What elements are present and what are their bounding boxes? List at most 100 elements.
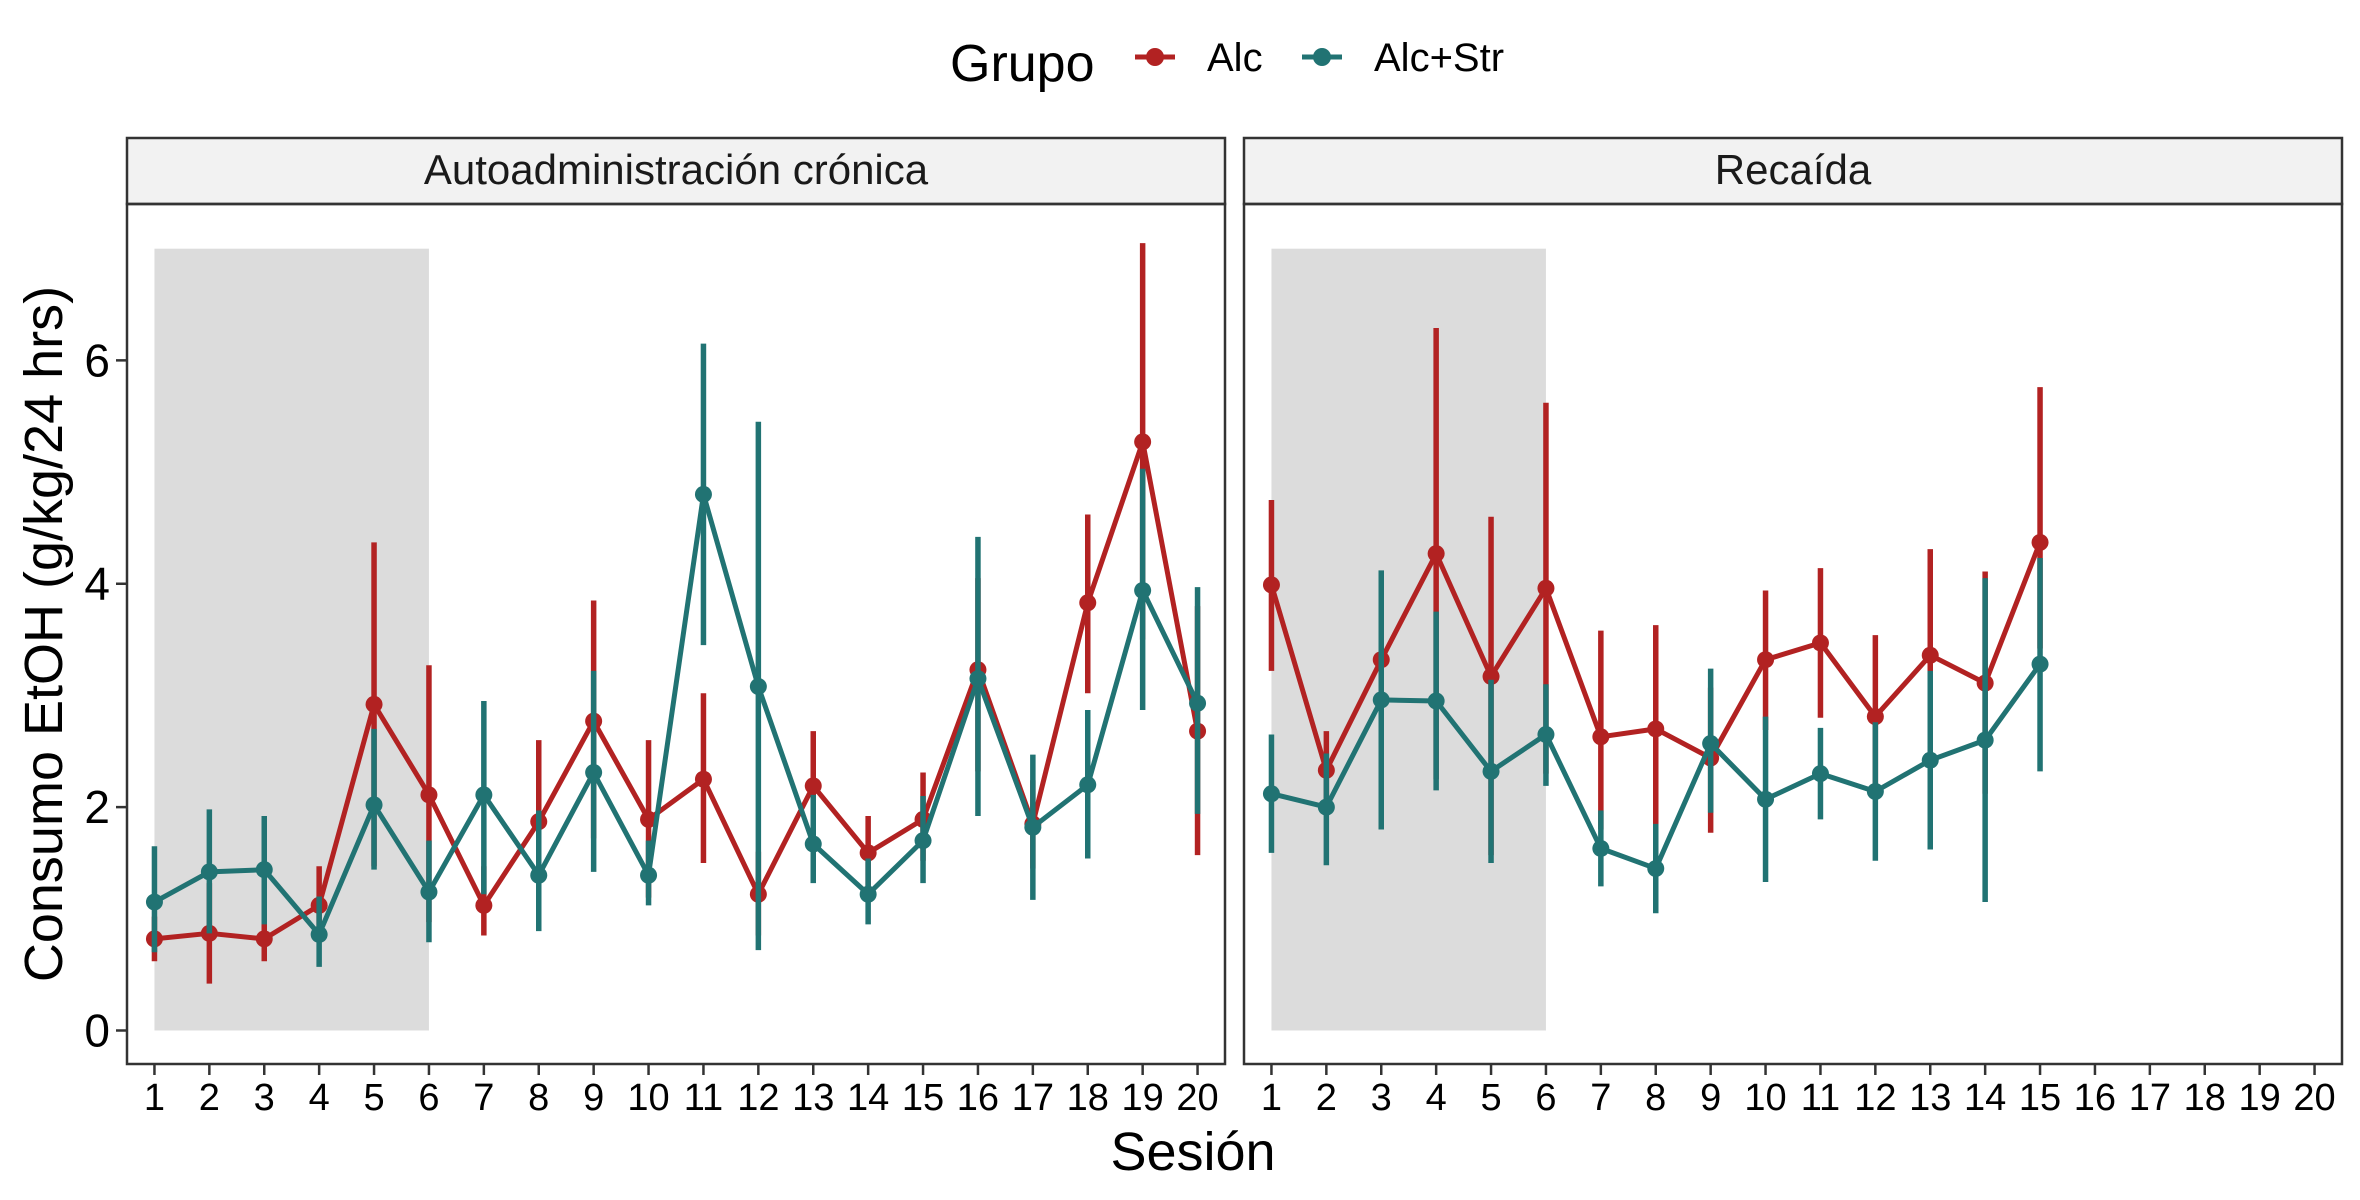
data-point (1537, 726, 1555, 744)
legend-marker-alc (1146, 48, 1164, 66)
data-point (694, 770, 712, 788)
x-tick-label: 13 (792, 1077, 834, 1119)
data-point (2031, 655, 2049, 673)
data-point (365, 695, 383, 713)
x-tick-label: 3 (1371, 1077, 1392, 1119)
series-alc-str (145, 343, 1207, 967)
panel-title: Autoadministración crónica (424, 146, 929, 193)
data-point (1702, 734, 1720, 752)
x-tick-label: 7 (1590, 1077, 1611, 1119)
panel-border (1242, 202, 2344, 1066)
data-point (310, 925, 328, 943)
x-axis-panel-2: 1 2 3 4 5 6 7 8 9 10 11 12 13 14 15 16 17 18 19 20 (1261, 1064, 2336, 1119)
x-tick-label: 9 (1700, 1077, 1721, 1119)
data-point (420, 883, 438, 901)
y-axis: 0 2 4 6 (84, 334, 127, 1056)
panel-strip (125, 136, 1227, 206)
legend: Grupo Alc Alc+Str (950, 35, 1504, 93)
data-point (1079, 594, 1097, 612)
data-point (1811, 765, 1829, 783)
x-tick-label: 19 (1122, 1077, 1164, 1119)
x-tick-label: 18 (1067, 1077, 1109, 1119)
data-point (1592, 839, 1610, 857)
x-tick-label: 13 (1909, 1077, 1951, 1119)
data-point (365, 796, 383, 814)
panel-plot-area (1262, 248, 2049, 1031)
legend-label-alc-str: Alc+Str (1374, 36, 1504, 80)
data-point (640, 810, 658, 828)
data-point (2031, 533, 2049, 551)
x-axis-panel-1: 1 2 3 4 5 6 7 8 9 10 11 12 13 14 15 16 17 18 19 20 (144, 1064, 1219, 1119)
data-point (1647, 860, 1665, 878)
data-point (1757, 790, 1775, 808)
data-point (1262, 785, 1280, 803)
x-tick-label: 16 (2074, 1077, 2116, 1119)
data-point (255, 930, 273, 948)
x-tick-label: 18 (2184, 1077, 2226, 1119)
y-axis-title: Consumo EtOH (g/kg/24 hrs) (14, 286, 74, 982)
data-point (1372, 691, 1390, 709)
x-tick-label: 12 (1854, 1077, 1896, 1119)
panel-autoadministracion: Autoadministración crónica (125, 136, 1227, 1066)
data-point (1811, 634, 1829, 652)
series-line (153, 491, 1200, 937)
x-tick-label: 1 (144, 1077, 165, 1119)
data-point (1921, 751, 1939, 769)
x-tick-label: 5 (1480, 1077, 1501, 1119)
y-tick-label: 0 (84, 1004, 110, 1056)
data-point (1134, 433, 1152, 451)
data-point (1866, 782, 1884, 800)
data-point (1976, 731, 1994, 749)
x-tick-label: 2 (1316, 1077, 1337, 1119)
y-tick-label: 6 (84, 334, 110, 386)
x-tick-label: 10 (627, 1077, 669, 1119)
panel-plot-area (145, 243, 1207, 1031)
data-point (1262, 576, 1280, 594)
shaded-region (154, 248, 429, 1031)
data-point (1427, 692, 1445, 710)
x-tick-label: 14 (847, 1077, 889, 1119)
data-point (859, 844, 877, 862)
x-tick-label: 11 (684, 1077, 723, 1119)
x-tick-label: 10 (1744, 1077, 1786, 1119)
x-tick-label: 1 (1261, 1077, 1282, 1119)
data-point (475, 896, 493, 914)
x-tick-label: 6 (1535, 1077, 1556, 1119)
data-point (1537, 579, 1555, 597)
data-point (1866, 708, 1884, 726)
panel-recaida: Recaída (1242, 136, 2344, 1066)
data-point (145, 893, 163, 911)
panel-title: Recaída (1715, 146, 1872, 193)
shaded-region (1271, 248, 1546, 1031)
data-point (1024, 818, 1042, 836)
data-point (1647, 720, 1665, 738)
panel-strip (1242, 136, 2344, 206)
data-point (1427, 545, 1445, 563)
x-tick-label: 7 (473, 1077, 494, 1119)
x-tick-label: 2 (199, 1077, 220, 1119)
data-point (1482, 762, 1500, 780)
data-point (1317, 798, 1335, 816)
x-tick-label: 4 (1426, 1077, 1447, 1119)
x-tick-label: 12 (737, 1077, 779, 1119)
x-axis-title: Sesión (1110, 1122, 1275, 1182)
legend-entry-alc: Alc (1135, 36, 1263, 80)
data-point (1079, 776, 1097, 794)
data-point (1134, 581, 1152, 599)
data-point (475, 786, 493, 804)
x-tick-label: 15 (2019, 1077, 2061, 1119)
data-point (200, 863, 218, 881)
legend-marker-alc-str (1313, 48, 1331, 66)
data-point (1757, 651, 1775, 669)
x-tick-label: 8 (528, 1077, 549, 1119)
x-tick-label: 20 (2293, 1077, 2335, 1119)
x-tick-label: 3 (254, 1077, 275, 1119)
x-tick-label: 5 (363, 1077, 384, 1119)
data-point (1592, 728, 1610, 746)
data-point (749, 677, 767, 695)
data-point (640, 866, 658, 884)
data-point (859, 885, 877, 903)
x-tick-label: 4 (309, 1077, 330, 1119)
panel-border (125, 202, 1227, 1066)
y-tick-label: 2 (84, 781, 110, 833)
